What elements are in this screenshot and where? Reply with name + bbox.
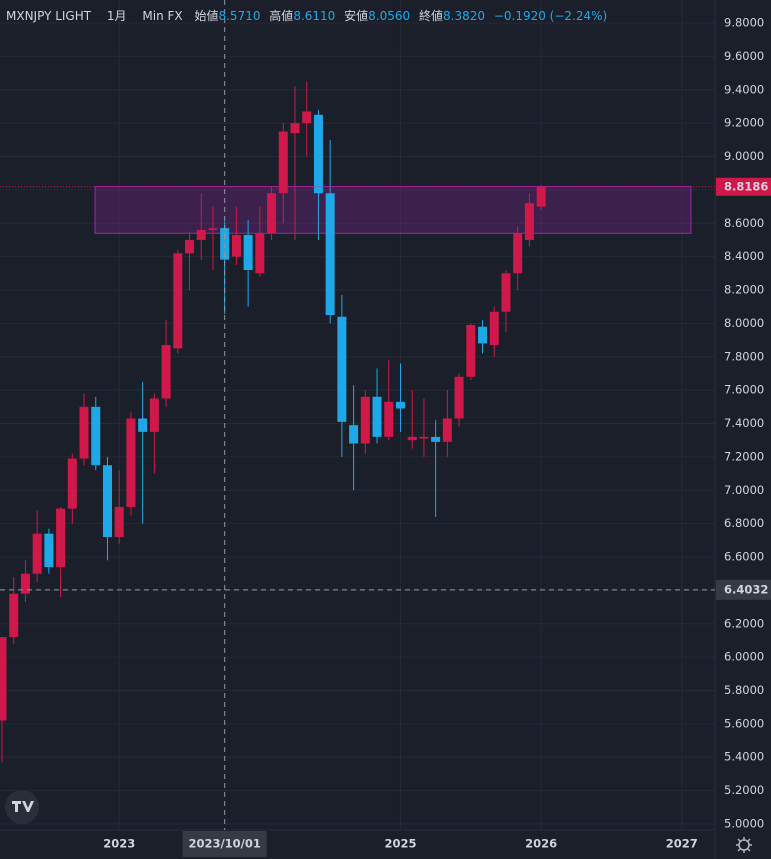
candle-body — [32, 533, 42, 574]
ohlc-label: 高値 — [269, 8, 293, 23]
y-tick-label: 9.0000 — [724, 149, 764, 163]
candle-body — [536, 186, 546, 207]
candle-body — [20, 573, 30, 594]
y-tick-label: 6.8000 — [724, 516, 764, 530]
y-tick-label: 7.4000 — [724, 416, 764, 430]
candle-body — [173, 253, 183, 349]
candle-body — [372, 396, 382, 437]
candle-body — [466, 325, 476, 377]
y-tick-label: 9.6000 — [724, 49, 764, 63]
crosshair-date-box — [182, 831, 267, 857]
y-tick-label: 8.6000 — [724, 216, 764, 230]
candle-body — [231, 234, 241, 257]
candle-body — [149, 398, 159, 432]
settings-icon[interactable] — [736, 837, 752, 853]
x-tick-label: 2026 — [525, 837, 557, 851]
candle-body — [255, 233, 265, 274]
candle-body — [79, 406, 89, 459]
y-tick-label: 8.4000 — [724, 249, 764, 263]
candle-body — [91, 406, 101, 466]
candle-body — [313, 114, 323, 194]
candle-body — [395, 401, 405, 409]
ohlc-label: 終値 — [419, 8, 443, 23]
crosshair-price-box — [716, 579, 771, 600]
x-tick-label: 2027 — [666, 837, 698, 851]
candle-body — [489, 311, 499, 346]
candle-body — [278, 131, 288, 194]
zone-box — [94, 186, 692, 234]
y-tick-label: 7.8000 — [724, 349, 764, 363]
candle-body — [290, 123, 300, 134]
last-price-box — [716, 177, 771, 196]
y-tick-label: 5.8000 — [724, 683, 764, 697]
candle-body — [0, 637, 7, 721]
y-tick-label: 5.6000 — [724, 716, 764, 730]
candle-body — [513, 233, 523, 274]
ohlc-value: 8.0560 — [368, 9, 410, 23]
candle-body — [302, 111, 312, 124]
candle-body — [501, 273, 511, 312]
candle-body — [9, 593, 19, 638]
y-tick-label: 6.6000 — [724, 550, 764, 564]
ohlc-label: 安値 — [344, 8, 368, 23]
candle-body — [337, 316, 347, 422]
legend: MXNJPY LIGHT 1月 Min FX 始値8.5710 高値8.6110… — [6, 8, 607, 23]
candle-body — [407, 436, 417, 441]
candle-body — [524, 203, 534, 240]
candle-body — [267, 193, 277, 234]
x-tick-label: 2023 — [103, 837, 135, 851]
y-tick-label: 5.0000 — [724, 816, 764, 830]
y-tick-label: 5.2000 — [724, 783, 764, 797]
ohlc-value: 8.6110 — [293, 9, 335, 23]
y-tick-label: 8.2000 — [724, 283, 764, 297]
candle-body — [454, 376, 464, 419]
y-tick-label: 8.0000 — [724, 316, 764, 330]
candle-body — [102, 465, 112, 537]
y-tick-label: 6.0000 — [724, 650, 764, 664]
crosshair-price-label: 6.4032 — [724, 582, 768, 596]
candle-body — [114, 506, 124, 537]
candle-body — [384, 401, 394, 437]
last-price-label: 8.8186 — [724, 179, 768, 193]
candle-body — [56, 508, 66, 568]
ohlc-label: 始値 — [194, 8, 218, 23]
symbol: MXNJPY LIGHT — [6, 9, 92, 23]
candle-body — [67, 458, 77, 509]
candle-body — [243, 234, 253, 270]
candle-body — [360, 396, 370, 444]
ohlc-value: 8.5710 — [218, 9, 260, 23]
y-tick-label: 9.2000 — [724, 116, 764, 130]
y-tick-label: 5.4000 — [724, 750, 764, 764]
change: −0.1920 (−2.24%) — [494, 9, 607, 23]
crosshair-date-label: 2023/10/01 — [188, 837, 260, 851]
candle-body — [196, 229, 206, 240]
interval: 1月 — [107, 9, 127, 23]
y-tick-label: 9.8000 — [724, 16, 764, 30]
candle-body — [208, 228, 218, 230]
source: Min FX — [142, 9, 182, 23]
candle-body — [442, 418, 452, 442]
ohlc-value: 8.3820 — [443, 9, 485, 23]
y-tick-label: 6.2000 — [724, 616, 764, 630]
candle-body — [478, 326, 488, 344]
y-tick-label: 7.2000 — [724, 449, 764, 463]
y-tick-label: 7.0000 — [724, 483, 764, 497]
candle-body — [138, 418, 148, 432]
x-tick-label: 2025 — [384, 837, 416, 851]
tv-logo[interactable] — [5, 790, 39, 824]
candle-body — [44, 533, 54, 568]
y-tick-label: 7.6000 — [724, 383, 764, 397]
candle-body — [185, 239, 195, 254]
candle-body — [349, 425, 359, 444]
candle-body — [431, 436, 441, 442]
candle-body — [126, 418, 136, 507]
candle-body — [419, 436, 429, 439]
y-tick-label: 9.4000 — [724, 82, 764, 96]
candle-body — [161, 345, 171, 399]
candle-body — [325, 193, 335, 316]
